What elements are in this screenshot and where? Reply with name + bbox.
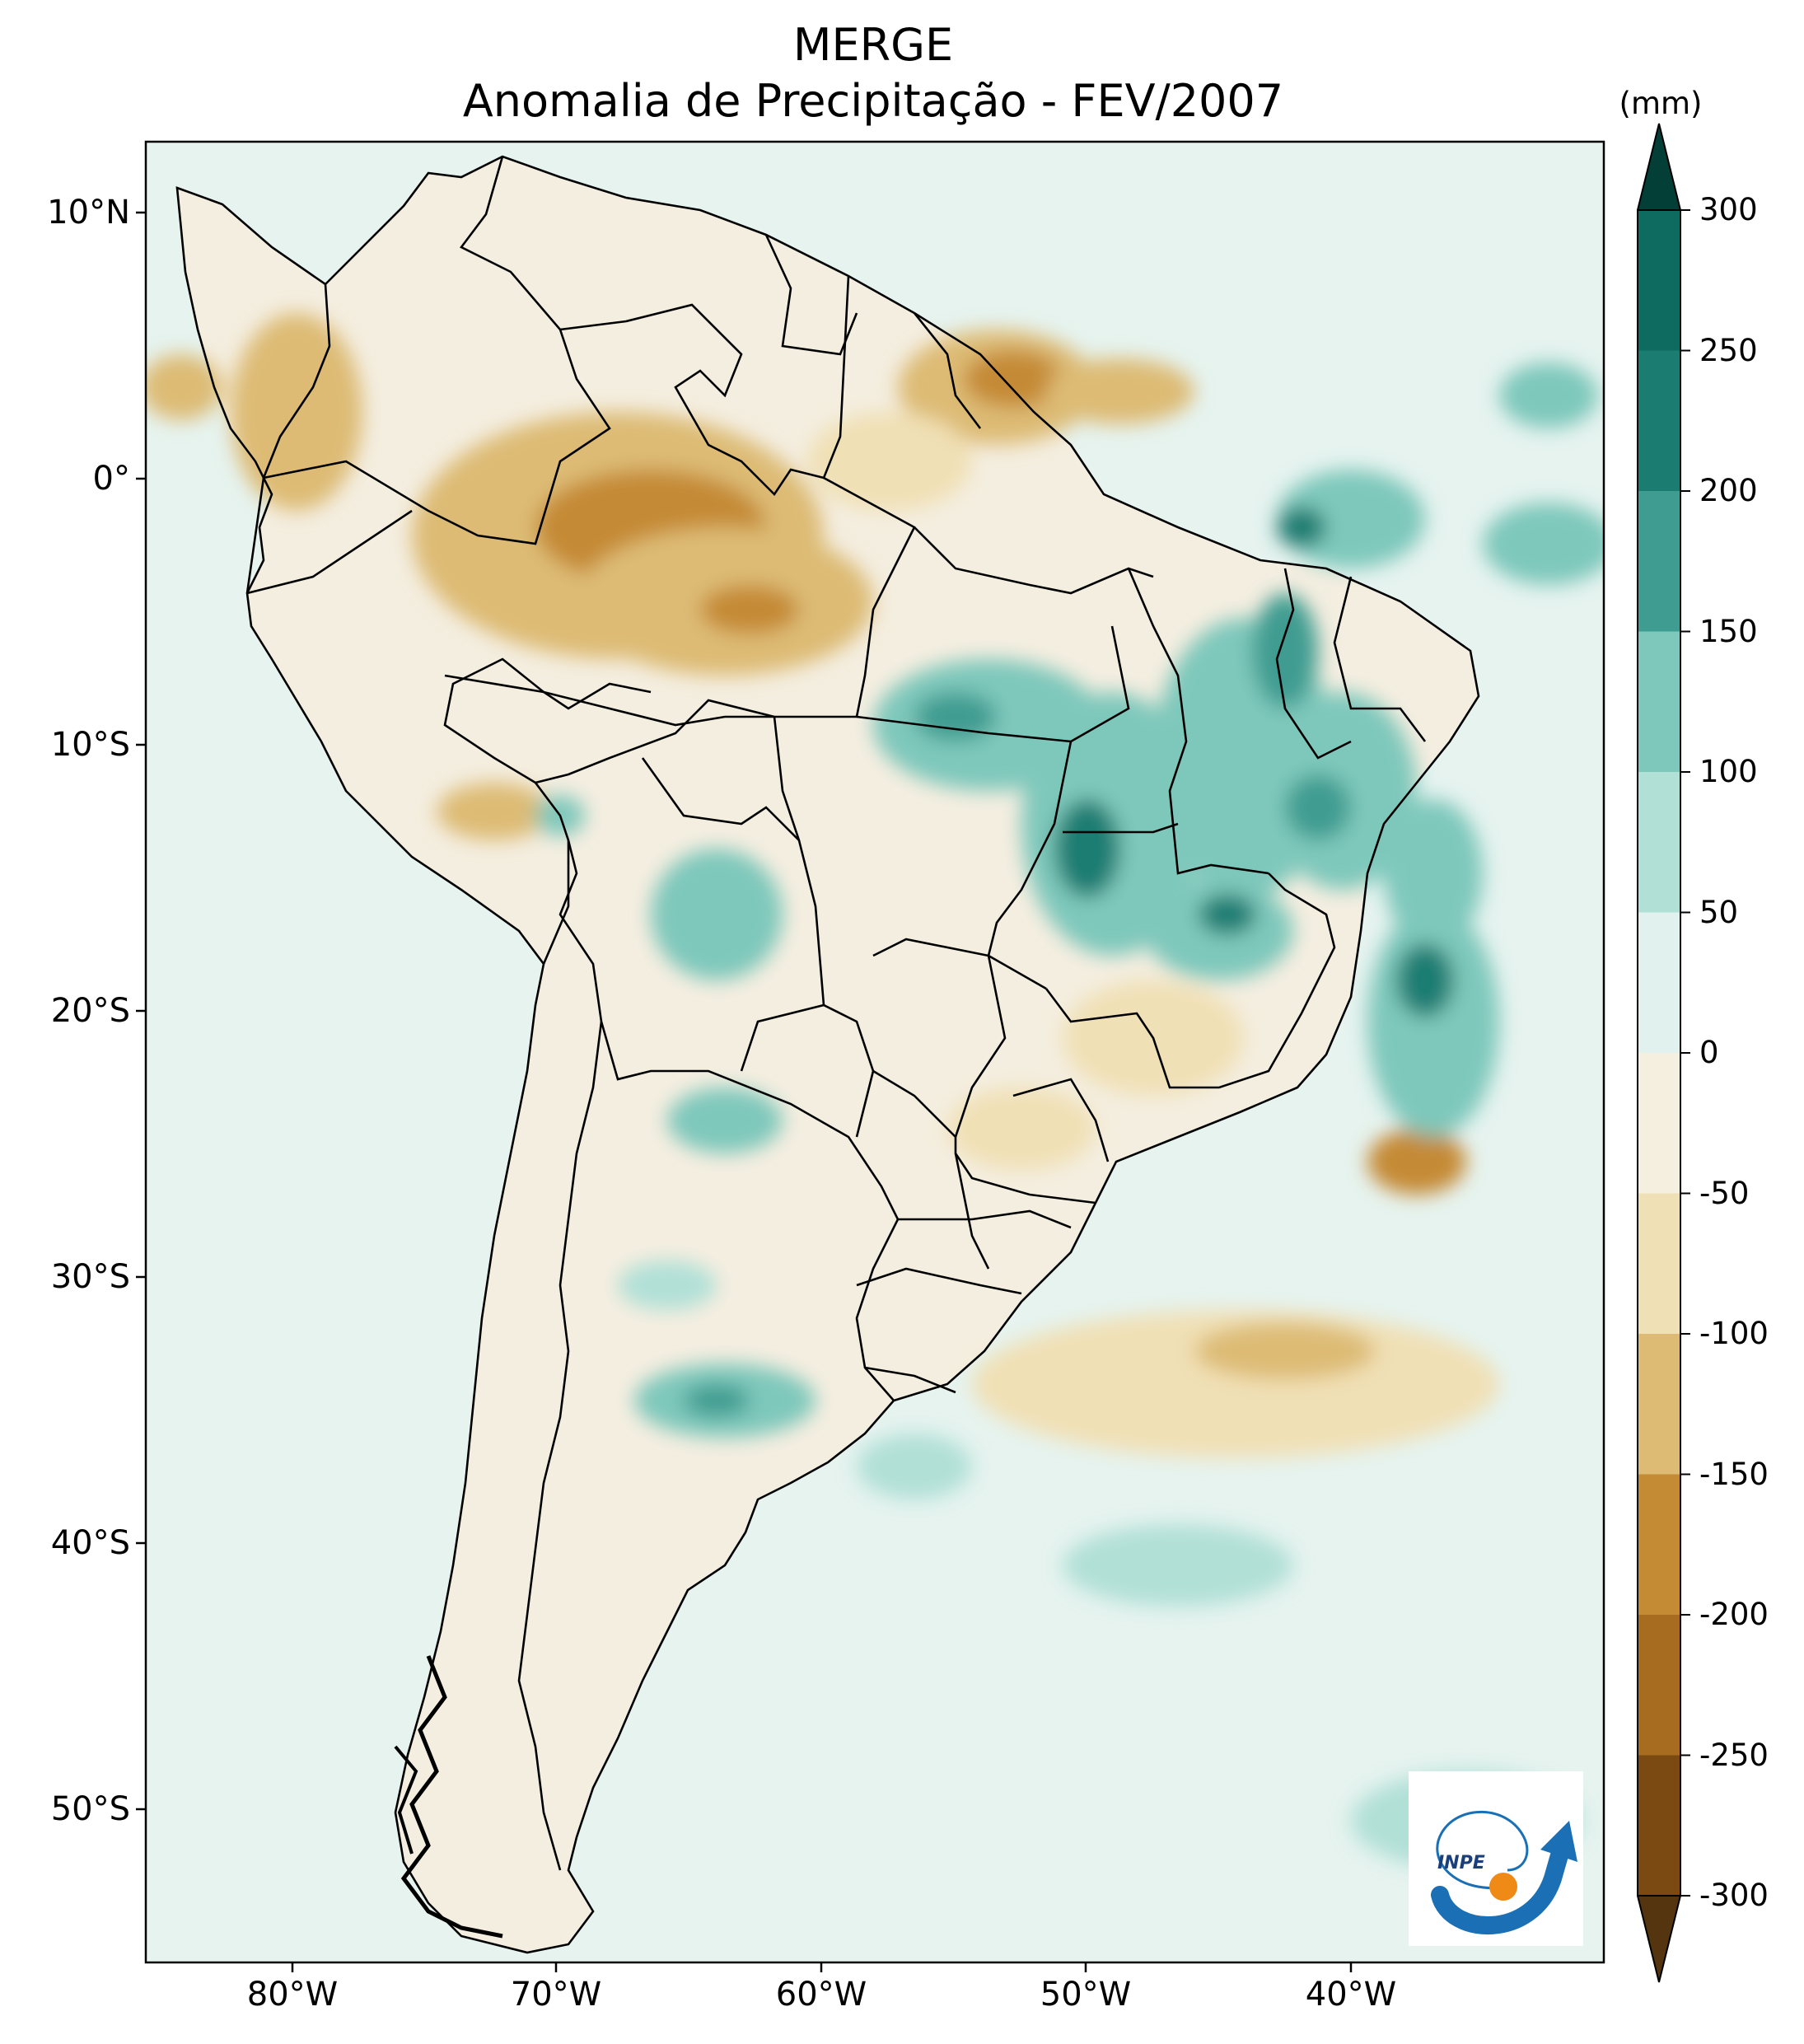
lon-label-80w: 80°W <box>246 1976 339 2014</box>
colorbar-band <box>1638 491 1680 632</box>
anomaly-patch <box>1499 362 1598 428</box>
colorbar-band <box>1638 1755 1680 1896</box>
colorbar-tick-label: -300 <box>1699 1878 1769 1913</box>
colorbar-band <box>1638 1334 1680 1475</box>
colorbar-band <box>1638 210 1680 351</box>
anomaly-patch <box>807 412 972 511</box>
anomaly-patch <box>947 1087 1096 1170</box>
map-area <box>146 142 1604 1962</box>
lat-label-10n: 10°N <box>47 194 130 232</box>
colorbar-band <box>1638 1615 1680 1756</box>
anomaly-patch <box>1063 1524 1293 1607</box>
anomaly-patch <box>1367 906 1499 1137</box>
anomaly-patch <box>146 354 222 420</box>
colorbar-tick-label: 0 <box>1699 1035 1719 1070</box>
anomaly-patch <box>1199 894 1256 935</box>
colorbar <box>1637 123 1690 1983</box>
lon-label-50w: 50°W <box>1040 1976 1132 2014</box>
chile-fjords <box>394 1655 503 1939</box>
colorbar-extend-max <box>1638 124 1680 210</box>
anomaly-patch <box>618 1261 717 1310</box>
axis-ticks <box>136 211 1353 1972</box>
lat-label-20s: 20°S <box>50 992 130 1030</box>
colorbar-tick-label: -250 <box>1699 1737 1769 1773</box>
anomaly-patch <box>857 1434 972 1499</box>
svg-text:INPE: INPE <box>1437 1853 1485 1873</box>
lat-label-10s: 10°S <box>50 726 130 764</box>
anomaly-patch <box>1277 507 1326 548</box>
colorbar-band <box>1638 772 1680 913</box>
anomaly-patch <box>964 350 1063 408</box>
anomaly-patch <box>667 1087 783 1153</box>
anomaly-patch <box>1483 503 1604 585</box>
map-title: MERGE <box>792 19 954 71</box>
lat-label-30s: 30°S <box>50 1258 130 1296</box>
colorbar-extend-min <box>1638 1896 1680 1982</box>
anomaly-patch <box>700 585 799 634</box>
colorbar-tick-label: 250 <box>1699 332 1758 368</box>
anomaly-patch <box>1396 943 1454 1017</box>
colorbar-band <box>1638 912 1680 1053</box>
anomaly-patch <box>1194 1322 1376 1380</box>
lat-label-0: 0° <box>92 460 130 498</box>
anomaly-patch <box>1367 1129 1466 1195</box>
map-frame <box>144 140 1605 1964</box>
anomaly-patch <box>437 783 552 840</box>
colorbar-tick-label: 200 <box>1699 473 1758 508</box>
colorbar-tick-label: -200 <box>1699 1597 1769 1632</box>
anomaly-patch <box>1285 774 1351 840</box>
lon-label-70w: 70°W <box>510 1976 602 2014</box>
colorbar-tick-label: 100 <box>1699 754 1758 789</box>
anomaly-patch <box>684 1384 750 1417</box>
colorbar-tick-label: 50 <box>1699 894 1739 930</box>
colorbar-band <box>1638 1474 1680 1615</box>
colorbar-band <box>1638 1053 1680 1194</box>
anomaly-patch <box>1384 799 1483 947</box>
lat-label-50s: 50°S <box>50 1790 130 1828</box>
anomaly-patch <box>1046 358 1194 424</box>
lat-label-40s: 40°S <box>50 1524 130 1562</box>
lon-label-60w: 60°W <box>775 1976 867 2014</box>
colorbar-tick-label: 300 <box>1699 192 1758 227</box>
anomaly-patch <box>1054 799 1120 898</box>
anomaly-patch <box>1252 593 1318 709</box>
anomaly-field <box>146 313 1604 1870</box>
colorbar-tick-label: 150 <box>1699 613 1758 649</box>
colorbar-tick-label: -100 <box>1699 1316 1769 1351</box>
colorbar-band <box>1638 1193 1680 1334</box>
colorbar-band <box>1638 350 1680 491</box>
anomaly-patch <box>914 692 997 741</box>
colorbar-tick-label: -50 <box>1699 1175 1750 1211</box>
colorbar-band <box>1638 631 1680 772</box>
anomaly-patch <box>651 849 783 980</box>
colorbar-unit: (mm) <box>1619 86 1703 121</box>
map-subtitle: Anomalia de Precipitação - FEV/2007 <box>462 75 1284 127</box>
colorbar-tick-label: -150 <box>1699 1456 1769 1492</box>
lon-label-40w: 40°W <box>1305 1976 1397 2014</box>
inpe-logo: INPE <box>1409 1771 1583 1946</box>
political-borders <box>175 155 1480 1954</box>
